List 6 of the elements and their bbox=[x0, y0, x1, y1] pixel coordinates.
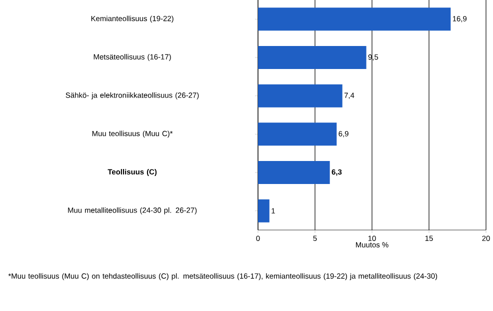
bar bbox=[258, 46, 366, 70]
bar bbox=[258, 8, 451, 31]
bar bbox=[258, 84, 342, 108]
bar bbox=[258, 122, 337, 146]
bar bbox=[258, 161, 330, 184]
bar bbox=[258, 199, 270, 222]
